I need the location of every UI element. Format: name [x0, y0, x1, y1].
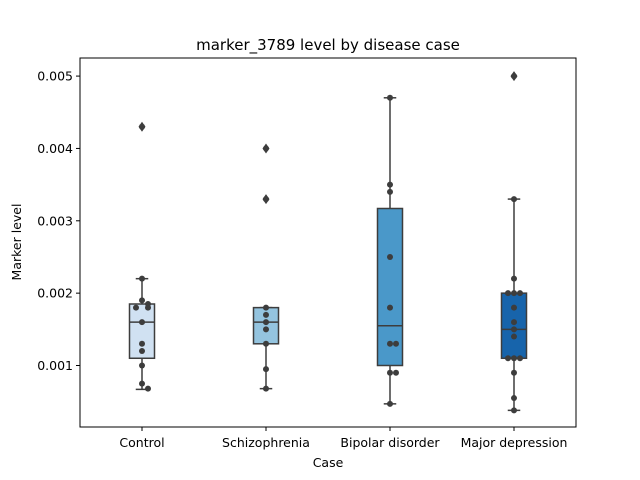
data-point — [139, 348, 145, 355]
x-axis-label: Case — [313, 455, 344, 470]
x-tick-label: Major depression — [461, 435, 568, 450]
swarm-group-0 — [133, 123, 151, 392]
plot-frame — [79, 57, 577, 428]
data-point — [263, 319, 269, 326]
data-point — [511, 326, 517, 333]
data-point — [511, 275, 517, 282]
data-point — [263, 385, 269, 392]
y-tick-label: 0.004 — [37, 141, 73, 156]
data-point — [511, 73, 517, 80]
data-point — [145, 304, 151, 311]
data-point — [511, 304, 517, 311]
data-point — [139, 380, 145, 387]
data-point — [517, 355, 523, 362]
y-tick-label: 0.001 — [37, 358, 73, 373]
data-point — [387, 94, 393, 101]
data-point — [263, 326, 269, 333]
data-point — [139, 297, 145, 304]
data-point — [139, 275, 145, 282]
data-point — [139, 340, 145, 347]
x-tick-label: Bipolar disorder — [340, 435, 440, 450]
y-tick-label: 0.003 — [37, 213, 73, 228]
data-point — [387, 181, 393, 188]
data-point — [393, 369, 399, 376]
plot-area — [128, 71, 528, 414]
data-point — [511, 355, 517, 362]
y-tick-label: 0.005 — [37, 69, 73, 84]
data-point — [511, 290, 517, 297]
data-point — [139, 362, 145, 369]
y-tick-label: 0.002 — [37, 286, 73, 301]
swarm-group-2 — [387, 94, 399, 407]
data-point — [263, 145, 269, 152]
data-point — [263, 366, 269, 373]
data-point — [511, 395, 517, 402]
data-point — [511, 333, 517, 340]
swarm-group-1 — [263, 145, 269, 392]
data-point — [139, 319, 145, 326]
data-point — [387, 304, 393, 311]
y-axis-label: Marker level — [9, 204, 24, 281]
data-point — [263, 311, 269, 318]
data-point — [387, 340, 393, 347]
data-point — [393, 340, 399, 347]
data-point — [387, 369, 393, 376]
data-point — [263, 340, 269, 347]
data-point — [387, 188, 393, 195]
data-point — [511, 369, 517, 376]
data-point — [517, 290, 523, 297]
data-point — [263, 196, 269, 203]
data-point — [133, 304, 139, 311]
chart-title: marker_3789 level by disease case — [196, 36, 460, 55]
swarm-group-3 — [505, 73, 523, 414]
box-iqr — [500, 292, 528, 360]
axes: 0.001 0.002 0.003 0.004 0.005 Control Schizoph… — [37, 69, 567, 450]
x-tick-label: Control — [119, 435, 164, 450]
box-iqr — [376, 207, 404, 367]
data-point — [387, 253, 393, 260]
data-point — [505, 290, 511, 297]
data-point — [145, 385, 151, 392]
data-point — [511, 407, 517, 414]
data-point — [139, 123, 145, 130]
data-point — [505, 355, 511, 362]
data-point — [263, 304, 269, 311]
data-point — [387, 400, 393, 407]
data-point — [511, 319, 517, 326]
data-point — [511, 196, 517, 203]
x-tick-label: Schizophrenia — [222, 435, 310, 450]
